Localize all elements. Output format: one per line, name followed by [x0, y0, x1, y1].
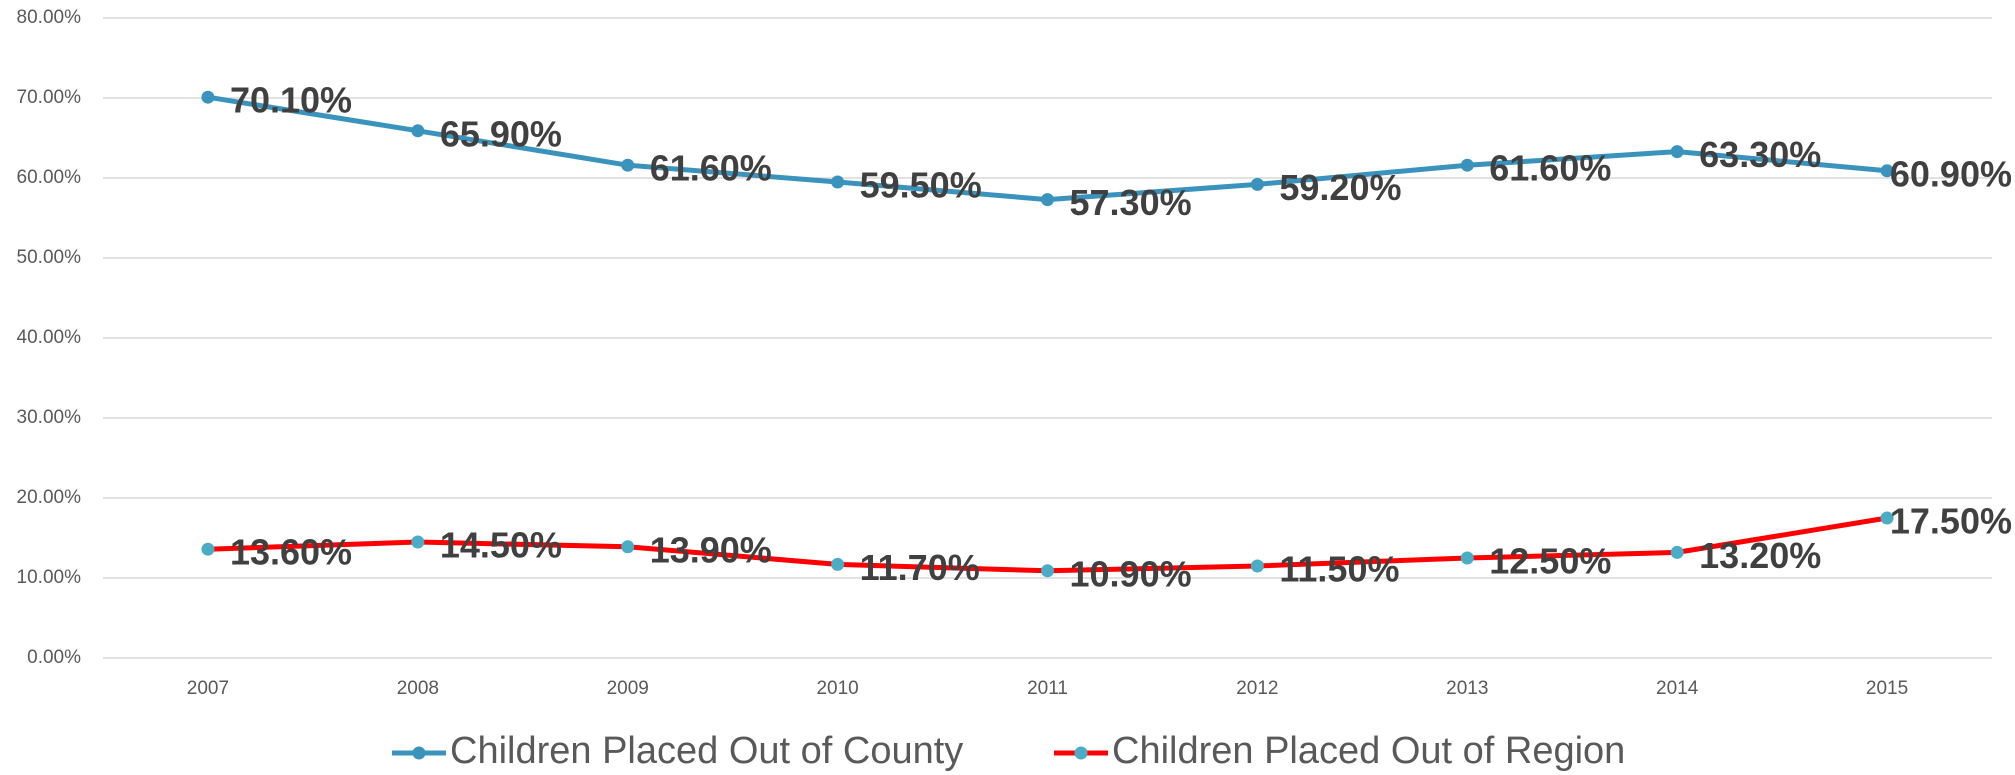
y-tick-label: 80.00% — [17, 7, 82, 28]
y-tick-label: 70.00% — [17, 87, 82, 108]
x-tick-label: 2012 — [1236, 678, 1278, 699]
data-label: 11.70% — [860, 547, 980, 588]
x-tick-label: 2014 — [1656, 678, 1699, 699]
data-label: 14.50% — [440, 525, 562, 566]
legend-marker — [412, 746, 426, 760]
data-label: 11.50% — [1279, 549, 1399, 590]
data-label: 70.10% — [230, 80, 352, 121]
x-tick-label: 2008 — [397, 678, 439, 699]
legend-label: Children Placed Out of County — [450, 730, 963, 772]
marker — [1250, 559, 1264, 573]
x-tick-label: 2009 — [607, 678, 649, 699]
data-label: 59.50% — [860, 165, 982, 206]
marker — [621, 540, 635, 554]
marker — [1460, 551, 1474, 565]
data-label: 12.50% — [1489, 541, 1611, 582]
y-tick-label: 60.00% — [17, 167, 82, 188]
data-label: 60.90% — [1890, 153, 2012, 194]
data-label: 63.30% — [1699, 134, 1821, 175]
data-label: 61.60% — [650, 148, 772, 189]
marker — [1880, 164, 1894, 178]
data-label: 13.60% — [230, 532, 352, 573]
data-label: 10.90% — [1070, 553, 1192, 594]
legend-label: Children Placed Out of Region — [1112, 730, 1625, 772]
data-label: 57.30% — [1070, 182, 1192, 223]
marker — [1880, 511, 1894, 525]
data-label: 59.20% — [1279, 167, 1401, 208]
y-tick-label: 10.00% — [17, 567, 82, 588]
y-tick-label: 20.00% — [17, 487, 82, 508]
marker — [201, 90, 215, 104]
y-tick-label: 50.00% — [17, 247, 82, 268]
marker — [1460, 158, 1474, 172]
legend-marker — [1074, 746, 1088, 760]
marker — [1041, 193, 1054, 207]
marker — [831, 557, 845, 571]
marker — [201, 542, 215, 556]
marker — [411, 124, 425, 138]
y-tick-label: 40.00% — [17, 327, 82, 348]
data-label: 13.20% — [1699, 535, 1821, 576]
x-tick-label: 2015 — [1866, 678, 1908, 699]
marker — [1670, 145, 1684, 159]
marker — [411, 535, 425, 549]
x-tick-label: 2010 — [816, 678, 858, 699]
data-label: 17.50% — [1890, 501, 2012, 542]
x-tick-label: 2011 — [1027, 678, 1068, 699]
y-tick-label: 30.00% — [17, 407, 82, 428]
data-label: 61.60% — [1489, 148, 1611, 189]
marker — [831, 175, 845, 189]
marker — [1250, 177, 1264, 191]
marker — [1670, 545, 1684, 559]
marker — [1041, 564, 1054, 578]
y-tick-label: 0.00% — [27, 647, 81, 668]
x-tick-label: 2013 — [1446, 678, 1488, 699]
data-label: 65.90% — [440, 113, 562, 154]
marker — [621, 158, 635, 172]
x-tick-label: 2007 — [187, 678, 229, 699]
data-label: 13.90% — [650, 529, 772, 570]
